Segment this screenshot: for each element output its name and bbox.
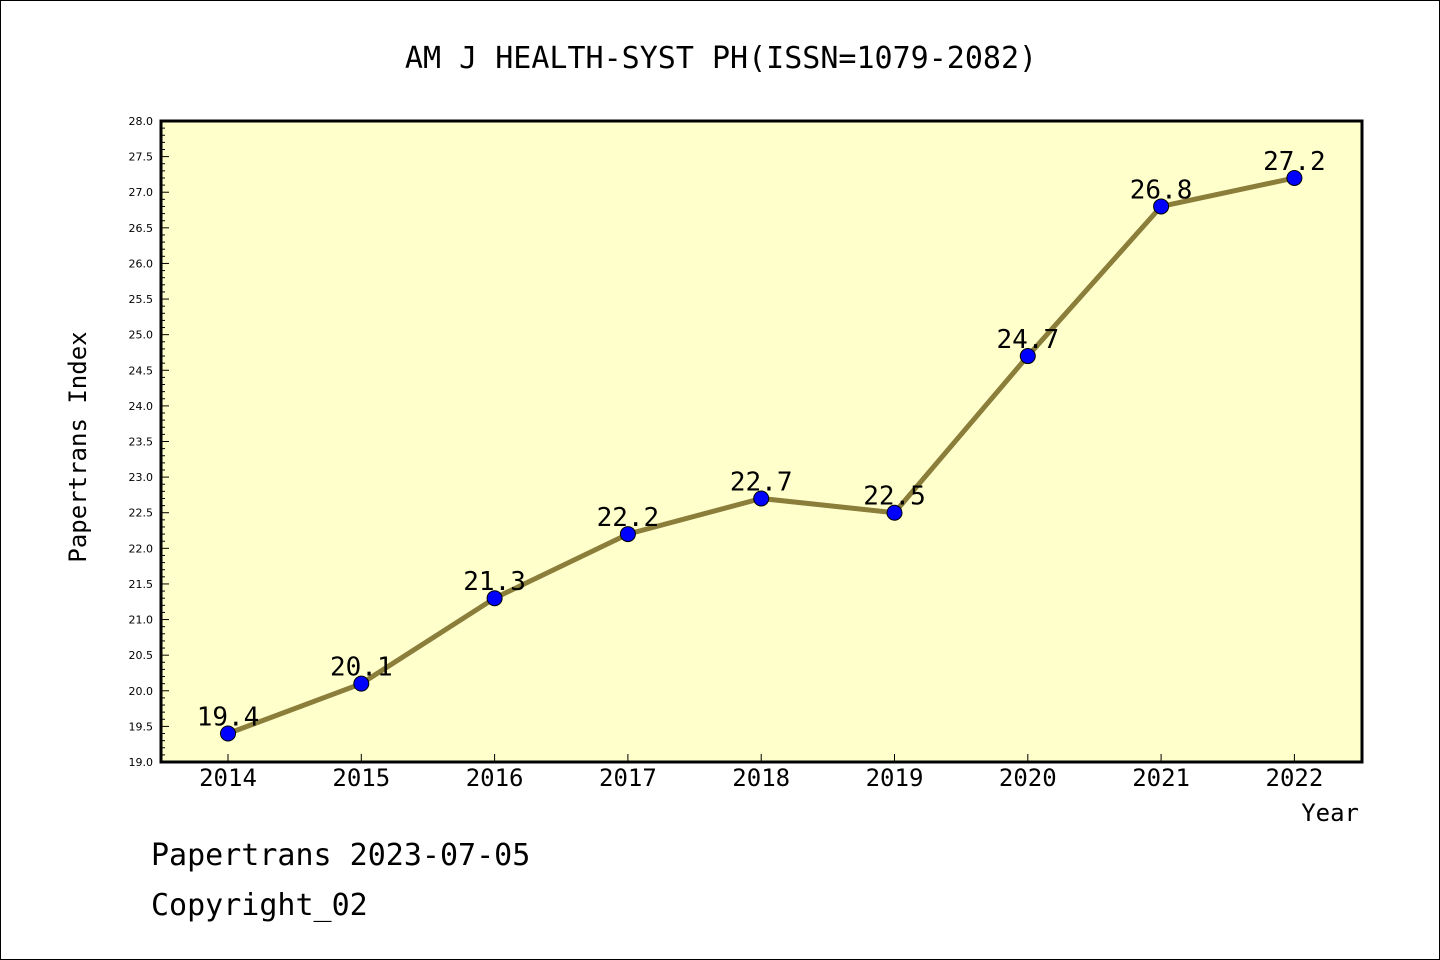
data-label: 22.2 bbox=[597, 503, 660, 533]
footer-copyright: Copyright_02 bbox=[151, 888, 368, 923]
data-label: 22.7 bbox=[730, 467, 793, 497]
plot-area bbox=[159, 119, 1364, 764]
data-point bbox=[753, 490, 770, 507]
x-tick-label: 2020 bbox=[999, 764, 1057, 792]
y-tick-label: 26.0 bbox=[129, 257, 154, 270]
y-tick-label: 27.0 bbox=[129, 186, 154, 199]
y-tick-label: 25.5 bbox=[129, 293, 154, 306]
y-tick-label: 22.0 bbox=[129, 542, 154, 555]
series bbox=[220, 169, 1303, 742]
y-tick-label: 21.5 bbox=[129, 578, 154, 591]
data-labels: 19.4 20.1 21.3 22.2 22.7 22.5 24.7 26.8 27.2 bbox=[197, 147, 1326, 733]
x-tick-label: 2018 bbox=[732, 764, 790, 792]
x-axis: 2014 2015 2016 2017 2018 2019 2020 2021 2022 bbox=[199, 754, 1323, 792]
x-tick-label: 2016 bbox=[466, 764, 524, 792]
y-tick-label: 22.5 bbox=[129, 507, 154, 520]
y-tick-label: 24.5 bbox=[129, 364, 154, 377]
data-label: 24.7 bbox=[996, 325, 1059, 355]
chart-title: AM J HEALTH-SYST PH(ISSN=1079-2082) bbox=[405, 41, 1037, 76]
x-tick-label: 2022 bbox=[1266, 764, 1324, 792]
y-tick-label: 20.0 bbox=[129, 685, 154, 698]
y-axis-label: Papertrans Index bbox=[64, 331, 92, 562]
y-axis: 19.0 19.5 20.0 20.5 21.0 21.5 22.0 22.5 23.0 23.5… bbox=[129, 115, 169, 769]
y-tick-label: 25.0 bbox=[129, 329, 154, 342]
y-tick-label: 19.5 bbox=[129, 720, 154, 733]
data-point bbox=[1019, 348, 1036, 365]
data-point bbox=[619, 526, 636, 543]
y-tick-label: 23.0 bbox=[129, 471, 154, 484]
data-point bbox=[486, 590, 503, 607]
x-tick-label: 2021 bbox=[1132, 764, 1190, 792]
y-tick-label: 21.0 bbox=[129, 614, 154, 627]
data-point bbox=[886, 504, 903, 521]
y-tick-label: 26.5 bbox=[129, 222, 154, 235]
data-point bbox=[1153, 198, 1170, 215]
x-tick-label: 2017 bbox=[599, 764, 657, 792]
data-label: 27.2 bbox=[1263, 147, 1326, 177]
data-label: 22.5 bbox=[863, 482, 926, 512]
y-tick-label: 28.0 bbox=[129, 115, 154, 128]
y-tick-label: 20.5 bbox=[129, 649, 154, 662]
data-point bbox=[220, 725, 236, 742]
x-tick-label: 2014 bbox=[199, 764, 257, 792]
data-label: 21.3 bbox=[463, 567, 526, 597]
data-label: 20.1 bbox=[330, 653, 393, 683]
data-point bbox=[1286, 169, 1303, 186]
y-tick-label: 24.0 bbox=[129, 400, 154, 413]
data-point bbox=[353, 675, 370, 692]
x-tick-label: 2015 bbox=[332, 764, 390, 792]
y-tick-label: 27.5 bbox=[129, 151, 154, 164]
x-tick-label: 2019 bbox=[866, 764, 924, 792]
data-label: 26.8 bbox=[1130, 175, 1193, 205]
y-tick-label: 19.0 bbox=[129, 756, 154, 769]
x-axis-label: Year bbox=[1301, 799, 1359, 827]
footer-date: Papertrans 2023-07-05 bbox=[151, 838, 530, 873]
data-label: 19.4 bbox=[197, 703, 260, 733]
y-tick-label: 23.5 bbox=[129, 436, 154, 449]
